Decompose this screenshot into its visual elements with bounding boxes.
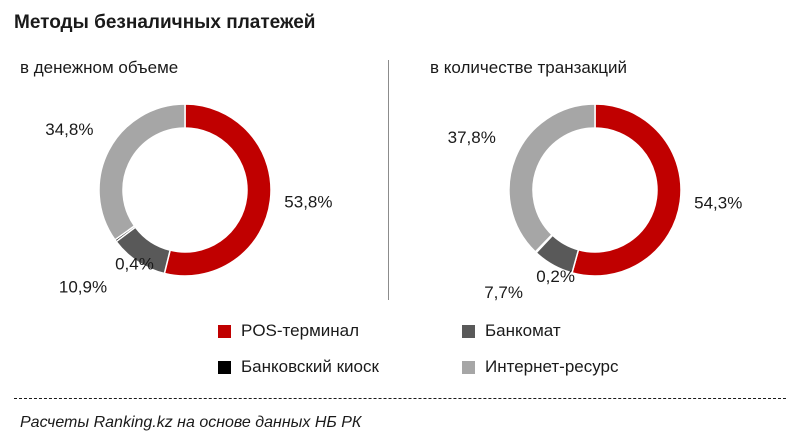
legend-label-internet-resource: Интернет-ресурс (485, 357, 619, 376)
legend-swatch-pos-terminal (218, 324, 231, 338)
donut-slice-pos-terminal (571, 103, 682, 277)
data-label-internet-resource: 34,8% (45, 120, 93, 139)
data-label-pos-terminal: 54,3% (694, 194, 742, 213)
legend-label-pos-terminal: POS-терминал (241, 321, 360, 340)
data-label-bank-kiosk: 0,2% (536, 267, 575, 286)
legend-item-bank-kiosk: Банковский киоск (218, 357, 379, 377)
donut-slice-internet-resource (508, 103, 596, 254)
donut-slice-pos-terminal (163, 103, 272, 277)
donut-slice-internet-resource (98, 103, 186, 241)
data-label-internet-resource: 37,8% (448, 128, 496, 147)
source-note: Расчеты Ranking.kz на основе данных НБ Р… (20, 414, 362, 431)
vertical-divider (388, 60, 389, 300)
legend-swatch-atm (462, 324, 475, 338)
donut-chart-transaction-count: 54,3% 7,7% 0,2% 37,8% (448, 103, 742, 302)
left-chart-subtitle: в денежном объеме (20, 58, 179, 77)
data-label-atm: 7,7% (484, 283, 523, 302)
right-chart-subtitle: в количестве транзакций (430, 58, 627, 77)
legend-item-pos-terminal: POS-терминал (218, 321, 359, 341)
data-label-pos-terminal: 53,8% (284, 192, 332, 211)
legend-item-atm: Банкомат (462, 321, 561, 341)
legend-label-atm: Банкомат (485, 321, 561, 340)
data-label-bank-kiosk: 0,4% (115, 254, 154, 273)
legend-swatch-internet-resource (462, 360, 475, 374)
chart-title: Методы безналичных платежей (14, 12, 316, 33)
legend-label-bank-kiosk: Банковский киоск (241, 357, 379, 376)
data-label-atm: 10,9% (59, 277, 107, 296)
legend-item-internet-resource: Интернет-ресурс (462, 357, 619, 377)
source-divider (14, 398, 786, 399)
legend-swatch-bank-kiosk (218, 360, 231, 374)
donut-chart-money-volume: 53,8% 10,9% 0,4% 34,8% (45, 103, 333, 296)
